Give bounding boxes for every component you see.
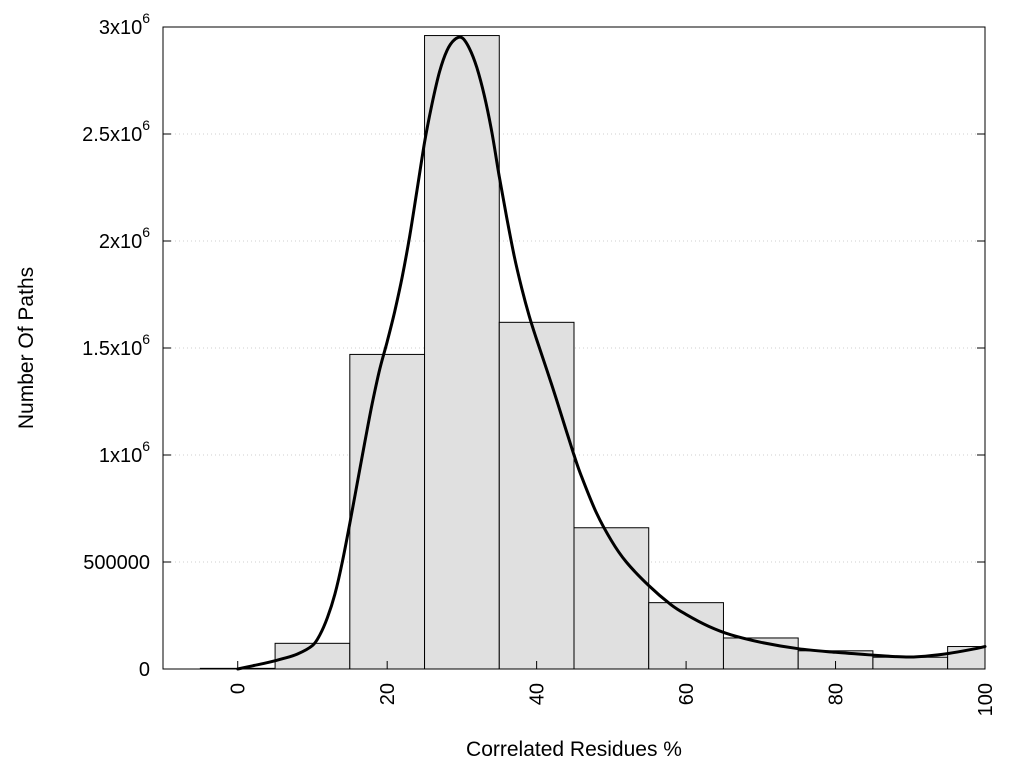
y-axis-title: Number Of Paths [15,267,38,429]
y-tick-label: 3x106 [99,10,150,39]
y-tick-label: 1.5x106 [82,331,150,360]
y-tick-label-exponent: 6 [142,117,150,133]
y-tick-label: 1x106 [99,438,150,467]
x-tick-label: 60 [676,683,698,705]
y-tick-label-base: 1x10 [99,445,142,467]
x-axis-title: Correlated Residues % [466,738,682,761]
y-tick-label-base: 500000 [83,552,150,574]
grid-lines [163,133,985,563]
histogram-bar [349,353,426,670]
histogram-bar [424,35,500,670]
y-tick-label-exponent: 6 [142,331,150,347]
histogram-bar [872,656,949,670]
y-tick-label-base: 3x10 [99,17,142,39]
histogram-bars [199,35,986,670]
fit-curve-layer [236,35,987,671]
y-tick-label: 500000 [83,552,150,574]
y-tick-label: 2.5x106 [82,117,150,146]
y-tick-label-base: 0 [139,659,150,681]
x-axis-ticks: 0 20 40 60 80 100 [228,661,997,716]
x-tick-label: 100 [975,683,997,716]
y-tick-label-base: 2.5x10 [82,124,142,146]
x-tick-label: 0 [228,683,250,694]
x-tick-label: 80 [826,683,848,705]
histogram-bar [648,602,724,670]
fit-curve [236,35,987,671]
y-tick-label-exponent: 6 [142,224,150,240]
y-tick-label-base: 2x10 [99,231,142,253]
histogram-bar [498,321,575,670]
y-tick-label-base: 1.5x10 [82,338,142,360]
x-tick-label: 20 [377,683,399,705]
y-tick-label: 0 [139,659,150,681]
x-tick-label: 40 [527,683,549,705]
y-tick-label-exponent: 6 [142,438,150,454]
histogram-bar [573,527,650,670]
y-tick-label-exponent: 6 [142,10,150,26]
y-tick-label: 2x106 [99,224,150,253]
